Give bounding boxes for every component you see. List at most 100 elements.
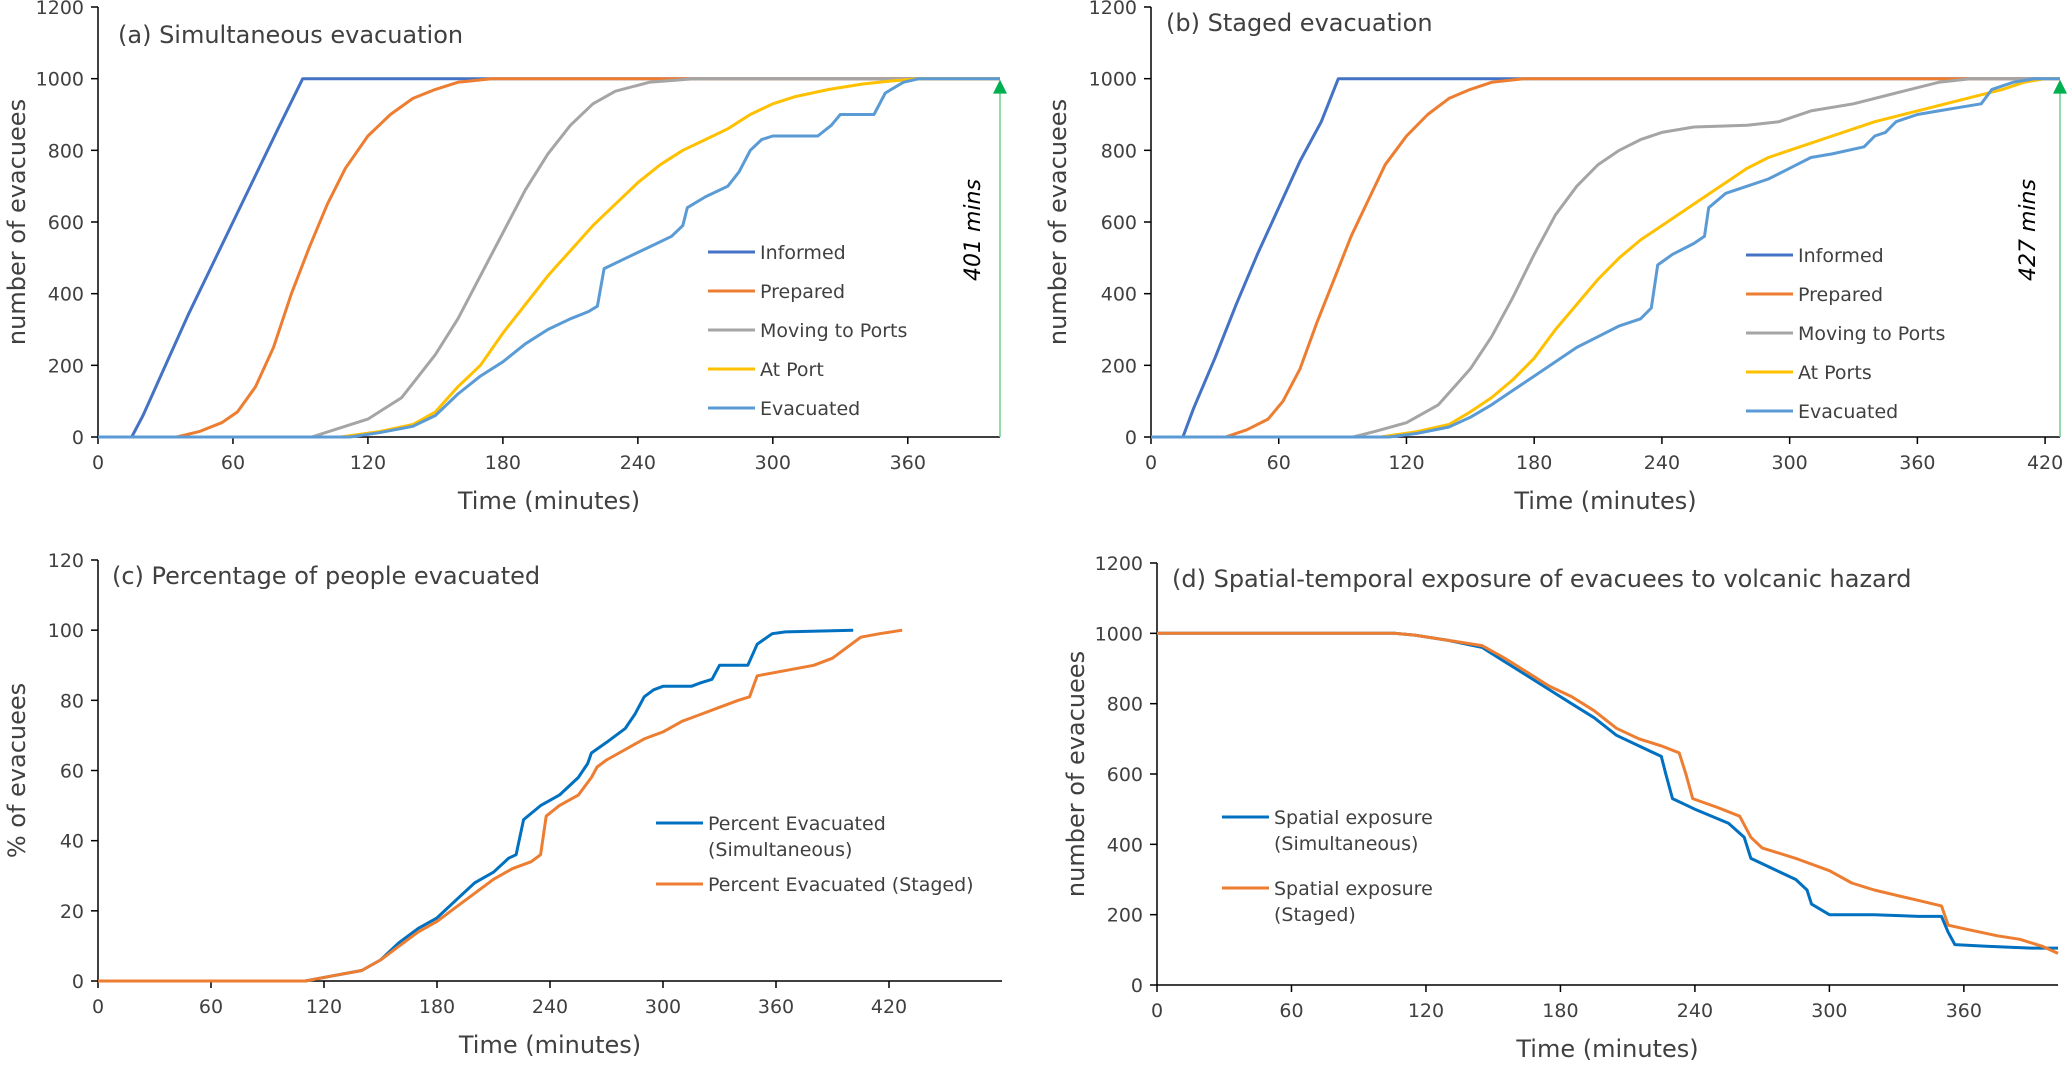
y-tick-label: 100 — [48, 620, 84, 642]
y-tick-label: 120 — [48, 550, 84, 572]
legend-label: Prepared — [1798, 284, 1883, 306]
x-tick-label: 120 — [1388, 452, 1424, 474]
legend-label: Moving to Ports — [1798, 323, 1945, 345]
y-tick-label: 40 — [60, 831, 84, 853]
x-tick-label: 300 — [755, 452, 791, 474]
series-line-informed — [1151, 77, 2060, 439]
legend-item: Evacuated — [708, 398, 860, 420]
series-line-prepared — [98, 77, 1000, 439]
legend-item: At Port — [708, 359, 824, 381]
x-tick-label: 360 — [1899, 452, 1935, 474]
x-tick-label: 240 — [620, 452, 656, 474]
x-tick-label: 0 — [1145, 452, 1157, 474]
legend-label: Percent Evacuated (Staged) — [708, 874, 974, 896]
series-line-percent-evacuated-simultaneous — [98, 628, 854, 983]
duration-annotation: 427 mins — [2016, 179, 2041, 281]
legend-label: Informed — [1798, 245, 1884, 267]
y-tick-label: 0 — [1131, 975, 1143, 997]
x-axis-title: Time (minutes) — [1513, 487, 1696, 515]
legend-item: Moving to Ports — [708, 320, 907, 342]
x-tick-label: 60 — [199, 996, 223, 1018]
duration-annotation: 401 mins — [961, 179, 986, 281]
x-tick-label: 300 — [1811, 1000, 1847, 1022]
panel-d-spatial-temporal-exposure: 0 200 400 600 800 1000 1200 0 60 120 180 240 300 360 T… — [1062, 553, 2059, 1063]
legend-label: (Staged) — [1274, 904, 1356, 926]
y-axis-title: % of evacuees — [3, 683, 31, 858]
y-tick-label: 200 — [1101, 355, 1137, 377]
x-tick-label: 120 — [350, 452, 386, 474]
legend-item: Prepared — [708, 281, 845, 303]
x-tick-label: 120 — [1408, 1000, 1444, 1022]
x-tick-label: 240 — [532, 996, 568, 1018]
y-tick-label: 20 — [60, 901, 84, 923]
series-line-evacuated — [98, 77, 1000, 439]
y-tick-label: 60 — [60, 761, 84, 783]
x-tick-label: 0 — [1151, 1000, 1163, 1022]
panel-c-percentage-evacuated: 0 20 40 60 80 100 120 0 60 120 180 240 300 360 420 Time… — [3, 550, 1002, 1059]
legend-label: At Port — [760, 359, 824, 381]
legend-label: Evacuated — [760, 398, 860, 420]
legend-label: Spatial exposure — [1274, 807, 1433, 829]
x-axis-title: Time (minutes) — [458, 1031, 641, 1059]
y-tick-label: 400 — [1101, 284, 1137, 306]
y-tick-label: 600 — [1101, 212, 1137, 234]
legend-item: Spatial exposure (Staged) — [1222, 878, 1433, 926]
series-line-evacuated — [1151, 77, 2060, 439]
y-tick-label: 600 — [1107, 764, 1143, 786]
x-tick-label: 360 — [890, 452, 926, 474]
legend-label: At Ports — [1798, 362, 1872, 384]
y-tick-label: 800 — [1107, 694, 1143, 716]
x-tick-label: 180 — [419, 996, 455, 1018]
y-tick-label: 1000 — [1089, 69, 1137, 91]
x-tick-label: 180 — [1516, 452, 1552, 474]
x-tick-label: 300 — [1772, 452, 1808, 474]
y-tick-label: 200 — [48, 355, 84, 377]
legend-item: Informed — [708, 242, 846, 264]
series-line-at-ports — [1151, 77, 2060, 439]
y-tick-label: 1000 — [1095, 623, 1143, 645]
x-tick-label: 360 — [1946, 1000, 1982, 1022]
legend-item: Informed — [1746, 245, 1884, 267]
series-line-percent-evacuated-staged — [98, 628, 903, 983]
legend-label: (Simultaneous) — [708, 839, 852, 861]
x-tick-label: 0 — [92, 452, 104, 474]
y-tick-label: 1200 — [1095, 553, 1143, 575]
x-tick-label: 180 — [485, 452, 521, 474]
x-tick-label: 60 — [221, 452, 245, 474]
series-line-informed — [98, 77, 1000, 439]
series-line-moving-to-ports — [98, 77, 1000, 439]
legend-item: Prepared — [1746, 284, 1883, 306]
legend-item: Percent Evacuated (Simultaneous) — [656, 813, 886, 861]
y-tick-label: 600 — [48, 212, 84, 234]
panel-title: (a) Simultaneous evacuation — [118, 21, 463, 49]
series-line-moving-to-ports — [1151, 77, 2060, 439]
panel-b-staged-evacuation: 0 200 400 600 800 1000 1200 0 60 120 180 240 300 360 4… — [1044, 0, 2067, 515]
x-tick-label: 60 — [1279, 1000, 1303, 1022]
y-tick-label: 1000 — [36, 69, 84, 91]
y-tick-label: 200 — [1107, 905, 1143, 927]
y-tick-label: 400 — [48, 284, 84, 306]
y-tick-label: 80 — [60, 690, 84, 712]
y-tick-label: 1200 — [36, 0, 84, 19]
y-tick-label: 800 — [48, 140, 84, 162]
x-tick-label: 420 — [871, 996, 907, 1018]
y-tick-label: 0 — [72, 971, 84, 993]
y-tick-label: 1200 — [1089, 0, 1137, 19]
panel-title: (d) Spatial-temporal exposure of evacuee… — [1172, 565, 1911, 593]
x-tick-label: 360 — [758, 996, 794, 1018]
legend-item: Percent Evacuated (Staged) — [656, 874, 974, 896]
panel-a-simultaneous-evacuation: 0 200 400 600 800 1000 1200 0 60 120 180 240 300 360 T… — [3, 0, 1007, 515]
legend-label: Informed — [760, 242, 846, 264]
x-tick-label: 240 — [1644, 452, 1680, 474]
y-axis-title: number of evacuees — [3, 99, 31, 345]
y-tick-label: 800 — [1101, 140, 1137, 162]
legend-item: At Ports — [1746, 362, 1872, 384]
x-tick-label: 0 — [92, 996, 104, 1018]
x-tick-label: 240 — [1677, 1000, 1713, 1022]
y-tick-label: 400 — [1107, 834, 1143, 856]
y-tick-label: 0 — [72, 427, 84, 449]
series-line-spatial-exposure-staged — [1157, 631, 2059, 955]
y-tick-label: 0 — [1125, 427, 1137, 449]
x-tick-label: 60 — [1267, 452, 1291, 474]
